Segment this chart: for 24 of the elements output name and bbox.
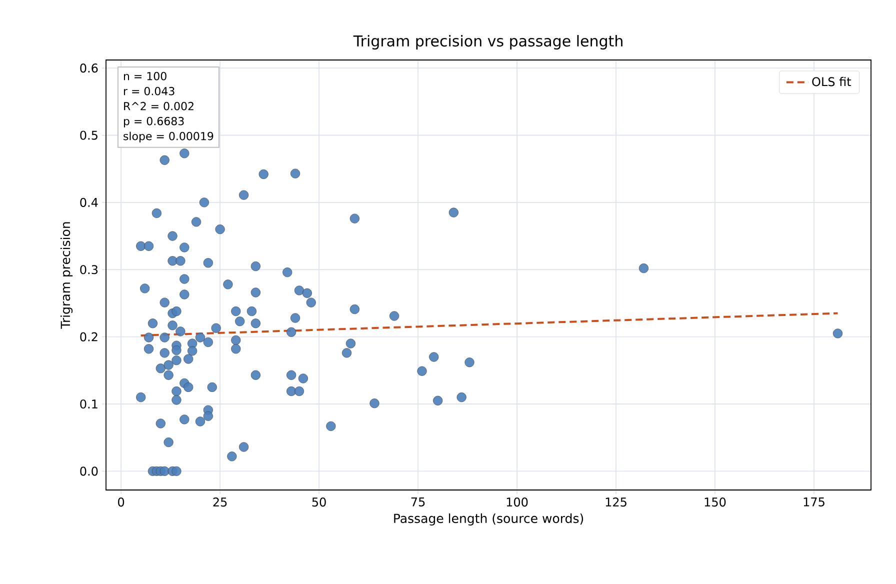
y-tick-label: 0.6 xyxy=(80,64,98,73)
x-tick-label: 0 xyxy=(118,498,124,507)
chart-title: Trigram precision vs passage length xyxy=(353,34,622,50)
x-tick-label: 75 xyxy=(411,498,425,506)
y-tick-label: 0.3 xyxy=(80,265,98,274)
legend-label: OLS fit xyxy=(812,76,852,86)
y-tick-label: 0.2 xyxy=(80,332,98,342)
x-tick-label: 100 xyxy=(506,498,528,507)
annotation: R^2 = 0.002 xyxy=(124,102,194,110)
x-tick-label: 50 xyxy=(312,498,326,507)
annotation: n = 100 xyxy=(124,72,166,80)
y-tick-label: 0.0 xyxy=(80,466,98,476)
annotation: r = 0.043 xyxy=(124,86,174,96)
y-tick-label: 0.4 xyxy=(80,198,98,207)
y-tick-label: 0.1 xyxy=(80,399,98,409)
x-tick-label: 25 xyxy=(213,498,227,507)
y-axis-title: Trigram precision xyxy=(60,222,73,329)
x-axis-title: Passage length (source words) xyxy=(394,513,584,526)
y-tick-label: 0.5 xyxy=(80,130,98,140)
x-tick-label: 175 xyxy=(804,498,824,506)
x-tick-label: 150 xyxy=(704,498,726,507)
annotation: p = 0.6683 xyxy=(124,116,184,128)
x-tick-label: 125 xyxy=(606,498,626,507)
annotation: slope = 0.00019 xyxy=(124,132,214,142)
